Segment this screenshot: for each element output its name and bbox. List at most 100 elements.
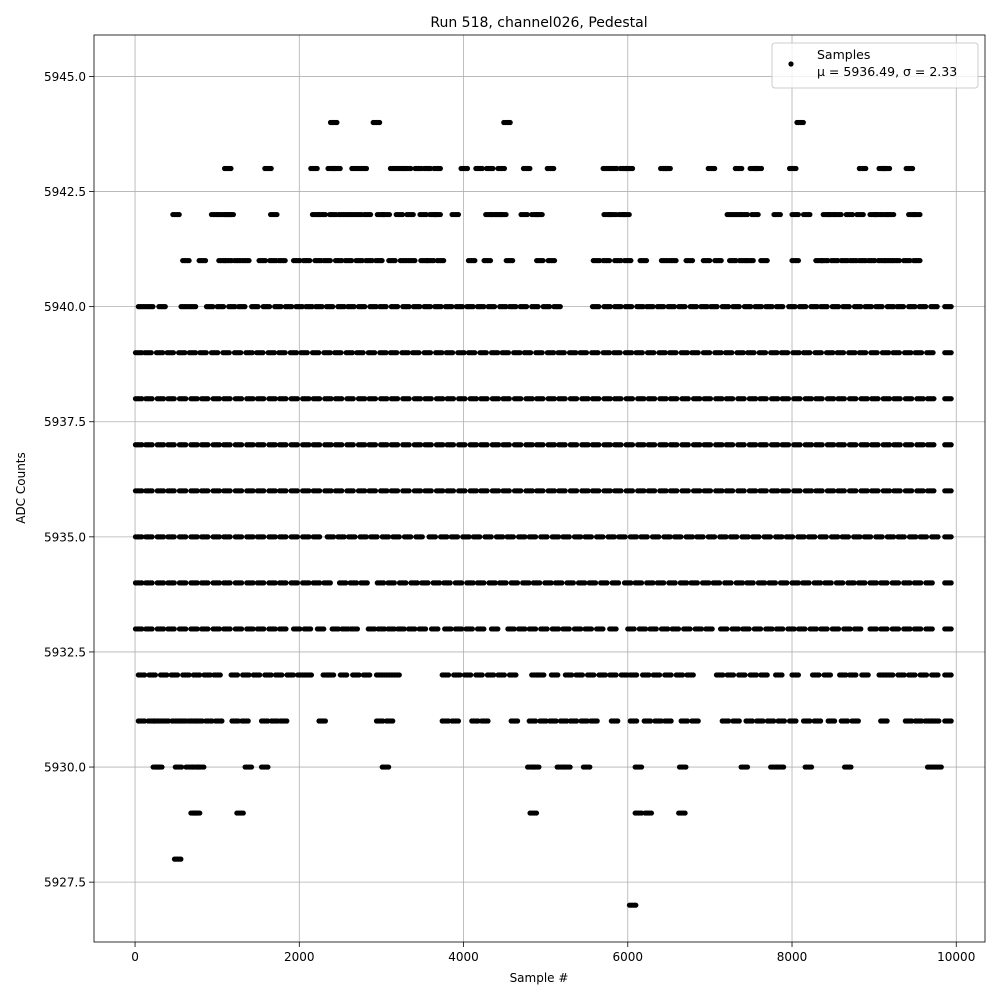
data-point <box>266 442 278 448</box>
data-point <box>821 672 834 678</box>
data-point <box>901 580 913 586</box>
data-point <box>924 488 937 494</box>
data-point <box>639 672 652 678</box>
data-point <box>846 672 859 678</box>
data-point <box>924 350 936 356</box>
data-point <box>458 165 471 172</box>
data-point <box>165 580 177 586</box>
data-point <box>843 211 856 218</box>
data-point <box>914 396 926 402</box>
data-point <box>703 626 715 632</box>
data-point <box>361 211 374 218</box>
data-point <box>902 488 915 494</box>
legend-marker <box>788 61 794 67</box>
data-point <box>635 488 647 494</box>
data-point <box>324 672 337 678</box>
data-point <box>582 534 595 540</box>
data-point <box>683 534 696 540</box>
data-point <box>910 211 923 218</box>
data-point <box>243 350 255 356</box>
data-point <box>143 580 155 586</box>
data-point <box>232 488 245 494</box>
data-point <box>410 350 422 356</box>
data-point <box>321 580 333 586</box>
data-point <box>301 626 314 632</box>
data-point <box>201 672 214 678</box>
data-point <box>894 304 907 310</box>
data-point <box>722 350 735 356</box>
data-point <box>355 304 368 310</box>
data-point <box>667 442 680 448</box>
data-point <box>644 304 656 310</box>
data-point <box>198 580 211 586</box>
data-point <box>132 534 145 540</box>
data-point <box>878 580 890 586</box>
data-point <box>928 304 940 310</box>
data-point <box>758 672 770 678</box>
data-point <box>448 534 461 540</box>
data-point <box>470 534 483 540</box>
data-point <box>690 488 703 494</box>
data-point <box>738 764 751 770</box>
y-tick-label: 5940.0 <box>44 300 86 314</box>
data-point <box>879 350 892 356</box>
data-point <box>355 488 368 494</box>
data-point <box>777 580 790 586</box>
data-point <box>385 626 397 632</box>
data-point <box>210 488 223 494</box>
data-point <box>662 672 674 678</box>
data-point <box>489 488 502 494</box>
data-point <box>132 626 145 632</box>
data-point <box>449 718 462 724</box>
data-point <box>607 626 619 632</box>
data-point <box>154 534 167 540</box>
data-point <box>756 350 769 356</box>
data-point <box>545 442 558 448</box>
data-point <box>249 304 261 310</box>
data-point <box>523 396 535 402</box>
data-point <box>845 580 857 586</box>
data-point <box>497 211 509 218</box>
data-point <box>441 580 453 586</box>
data-point <box>196 257 209 264</box>
data-point <box>456 488 468 494</box>
data-point <box>154 442 167 448</box>
data-point <box>679 488 691 494</box>
data-point <box>310 580 323 586</box>
data-point <box>506 672 519 678</box>
data-point <box>678 350 691 356</box>
data-point <box>692 626 705 632</box>
data-point <box>858 396 870 402</box>
data-point <box>790 350 802 356</box>
data-point <box>495 672 508 678</box>
data-point <box>396 580 409 586</box>
data-point <box>657 442 669 448</box>
data-point <box>623 396 636 402</box>
data-point <box>858 488 870 494</box>
data-point <box>408 580 420 586</box>
data-point <box>768 396 781 402</box>
data-point <box>549 626 562 632</box>
data-point <box>511 396 524 402</box>
data-point <box>699 580 712 586</box>
data-point <box>401 165 414 172</box>
data-point <box>387 350 400 356</box>
data-point <box>377 350 389 356</box>
data-point <box>132 488 145 494</box>
data-point <box>276 396 289 402</box>
data-point <box>266 534 278 540</box>
data-point <box>385 580 397 586</box>
data-point <box>314 626 327 632</box>
data-point <box>332 442 345 448</box>
data-point <box>154 396 167 402</box>
data-point <box>165 626 177 632</box>
data-point <box>800 350 813 356</box>
data-point <box>377 488 390 494</box>
data-point <box>434 257 447 264</box>
data-point <box>390 534 402 540</box>
data-point <box>851 626 864 632</box>
data-point <box>154 626 167 632</box>
data-point <box>768 442 781 448</box>
data-point <box>923 626 935 632</box>
data-point <box>833 580 846 586</box>
